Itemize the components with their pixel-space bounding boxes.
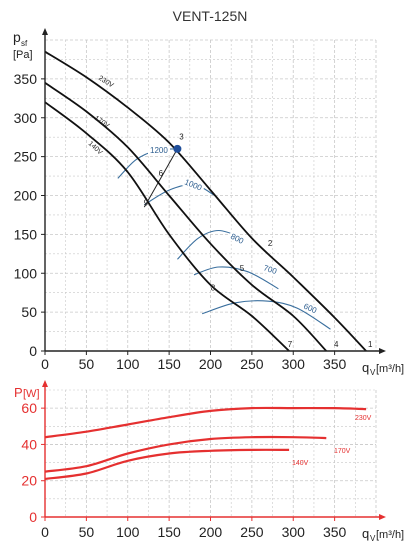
point-number-label: 1 [368, 340, 373, 349]
power-y-tick-label: 0 [29, 509, 37, 525]
pressure-chart-grid [44, 39, 377, 352]
pressure-y-label-sub: sf [21, 39, 28, 48]
chart-title: VENT-125N [173, 8, 248, 24]
power-y-tick-label: 60 [21, 400, 37, 416]
power-chart-axes [41, 380, 386, 521]
power-y-tick-label: 40 [21, 436, 37, 452]
pressure-x-label: q [362, 360, 369, 375]
power-y-label: P [14, 385, 23, 400]
pressure-x-tick-label: 0 [41, 356, 49, 372]
power-x-unit: [m³/h] [376, 529, 404, 541]
pressure-x-tick-label: 200 [199, 356, 223, 372]
pressure-y-tick-label: 300 [14, 110, 38, 126]
pressure-x-label-sub: V [370, 368, 376, 377]
point-number-label: 8 [211, 283, 216, 292]
power-x-tick-label: 50 [79, 524, 95, 540]
pressure-y-tick-label: 250 [14, 149, 38, 165]
power-x-tick-label: 0 [41, 524, 49, 540]
pressure-y-unit: [Pa] [13, 49, 33, 61]
power-x-tick-label: 350 [323, 524, 347, 540]
pressure-y-tick-label: 0 [29, 343, 37, 359]
power-chart-curves [44, 406, 367, 480]
rpm-label-bg [148, 146, 170, 155]
power-curve-label-170V: 170V [334, 448, 351, 455]
rpm-label-bg [300, 300, 325, 318]
power-curve-label-140V: 140V [292, 460, 309, 467]
system-line [143, 148, 178, 208]
power-curve-170V [44, 435, 327, 473]
rpm-label-bg [181, 176, 206, 194]
operating-point-marker [173, 144, 182, 153]
rpm-label-1000: 1000 [183, 178, 203, 193]
point-number-label: 6 [159, 169, 164, 178]
pressure-curve-170V [44, 82, 327, 352]
power-x-tick-label: 200 [199, 524, 223, 540]
point-number-label: 7 [288, 340, 293, 349]
pressure-chart-curves [44, 50, 367, 352]
pressure-x-tick-label: 350 [323, 356, 347, 372]
power-chart-labels: 0 50 100 150 200 250 300 350 0 20 40 60P [W] q V [m³/h]… [14, 385, 404, 543]
rpm-label-700: 700 [262, 263, 278, 276]
rpm-curve-1000 [144, 183, 215, 206]
pressure-x-tick-label: 100 [116, 356, 140, 372]
power-x-arrow [379, 514, 386, 520]
rpm-label-1200: 1200 [150, 146, 168, 155]
point-number-label: 9 [144, 199, 149, 208]
point-number-label: 3 [179, 133, 184, 142]
pressure-x-arrow [379, 348, 386, 354]
pressure-x-tick-label: 300 [282, 356, 306, 372]
pressure-y-tick-label: 50 [21, 304, 37, 320]
pressure-chart-labels: 0 50 100 150 200 250 300 350 0 50 100 150 200 250 300 3… [13, 29, 404, 377]
power-x-tick-label: 150 [157, 524, 181, 540]
pressure-x-unit: [m³/h] [376, 363, 404, 375]
power-y-unit: [W] [23, 388, 40, 400]
point-number-label: 4 [334, 340, 339, 349]
power-x-tick-label: 250 [240, 524, 264, 540]
pressure-y-arrow [42, 28, 48, 35]
power-curve-label-230V: 230V [355, 415, 372, 422]
pressure-curve-140V [44, 101, 290, 352]
pressure-chart-axes [41, 28, 386, 355]
pressure-y-tick-label: 200 [14, 188, 38, 204]
pressure-x-tick-label: 50 [79, 356, 95, 372]
power-x-label: q [362, 526, 369, 541]
rpm-label-bg [260, 262, 285, 279]
pressure-y-tick-label: 350 [14, 71, 38, 87]
pressure-x-tick-label: 150 [157, 356, 181, 372]
pressure-x-tick-label: 250 [240, 356, 264, 372]
power-curve-140V [44, 448, 290, 480]
rpm-label-bg [227, 230, 251, 249]
power-x-label-sub: V [370, 534, 376, 543]
pressure-y-tick-label: 100 [14, 265, 38, 281]
pressure-curve-230V [44, 50, 367, 352]
pressure-y-tick-label: 150 [14, 226, 38, 242]
pressure-curve-label-140V: 140V [87, 140, 104, 156]
power-curve-230V [44, 406, 367, 439]
pressure-y-label: p [13, 29, 21, 45]
point-number-label: 5 [240, 264, 245, 273]
rpm-curve-600 [202, 300, 331, 330]
power-y-tick-label: 20 [21, 473, 37, 489]
pressure-curve-label-170V: 170V [93, 115, 111, 130]
power-y-arrow [42, 380, 48, 387]
power-x-tick-label: 300 [282, 524, 306, 540]
point-number-label: 2 [268, 239, 273, 248]
power-x-tick-label: 100 [116, 524, 140, 540]
